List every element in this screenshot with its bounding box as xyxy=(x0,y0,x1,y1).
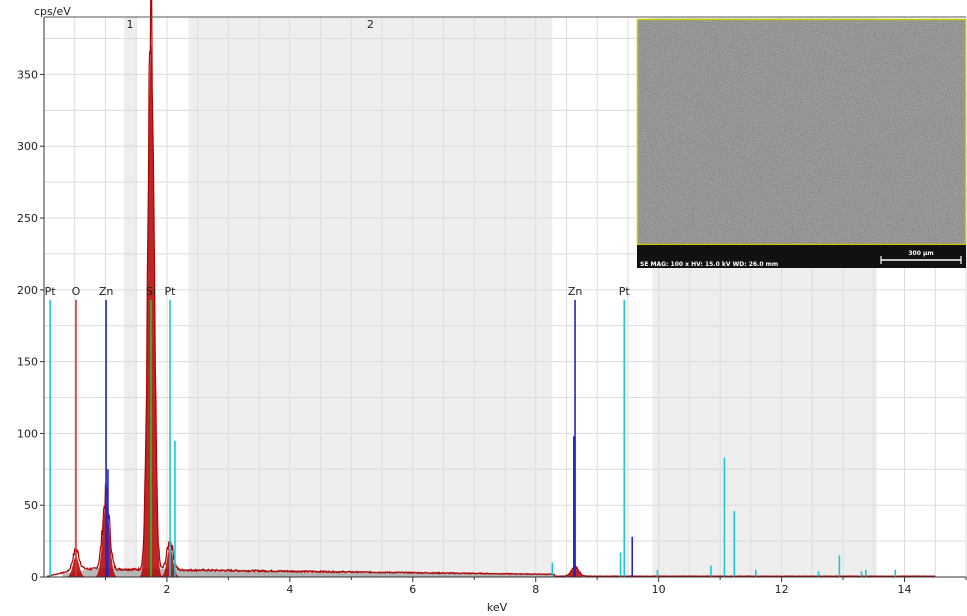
x-tick-label: 10 xyxy=(652,583,666,596)
region-label-1: 1 xyxy=(127,18,134,31)
spectrum-line xyxy=(46,0,936,577)
element-label-zn: Zn xyxy=(568,285,583,298)
axes xyxy=(43,16,966,578)
region-label-2: 2 xyxy=(367,18,374,31)
x-tick-label: 14 xyxy=(898,583,912,596)
element-label-pt: Pt xyxy=(165,285,177,298)
y-tick-label: 0 xyxy=(31,571,38,584)
element-label-zn: Zn xyxy=(99,285,114,298)
element-label-pt: Pt xyxy=(619,285,631,298)
x-tick-label: 4 xyxy=(286,583,293,596)
y-tick-label: 100 xyxy=(17,427,38,440)
y-tick-label: 50 xyxy=(24,499,38,512)
y-tick-label: 200 xyxy=(17,284,38,297)
sem-info-bar xyxy=(637,245,966,268)
sem-info-text: SE MAG: 100 x HV: 15.0 kV WD: 26.0 mm xyxy=(640,261,778,268)
sem-image-texture xyxy=(637,19,966,245)
x-tick-label: 6 xyxy=(409,583,416,596)
element-label-pt: Pt xyxy=(45,285,57,298)
tick-labels: 2 4 6 8 10 12 14 0 50 100 150 200 250 300 350 xyxy=(17,68,967,596)
element-label-o: O xyxy=(72,285,81,298)
y-axis-label: cps/eV xyxy=(34,5,71,18)
y-tick-label: 300 xyxy=(17,140,38,153)
y-tick-label: 150 xyxy=(17,356,38,369)
sem-image-frame xyxy=(636,18,967,246)
y-tick-label: 350 xyxy=(17,68,38,81)
region-2 xyxy=(188,17,553,577)
y-tick-label: 250 xyxy=(17,212,38,225)
x-tick-label: 8 xyxy=(532,583,539,596)
x-axis-label: keV xyxy=(487,601,508,614)
scalebar-label: 300 µm xyxy=(908,250,933,257)
x-tick-label: 12 xyxy=(775,583,789,596)
x-tick-label: 2 xyxy=(163,583,170,596)
sem-image-inset: SE MAG: 100 x HV: 15.0 kV WD: 26.0 mm 30… xyxy=(636,18,967,268)
element-lines: Pt O Zn Si Pt Zn Pt xyxy=(45,285,897,577)
element-label-si: Si xyxy=(146,285,156,298)
region-1 xyxy=(123,17,137,577)
